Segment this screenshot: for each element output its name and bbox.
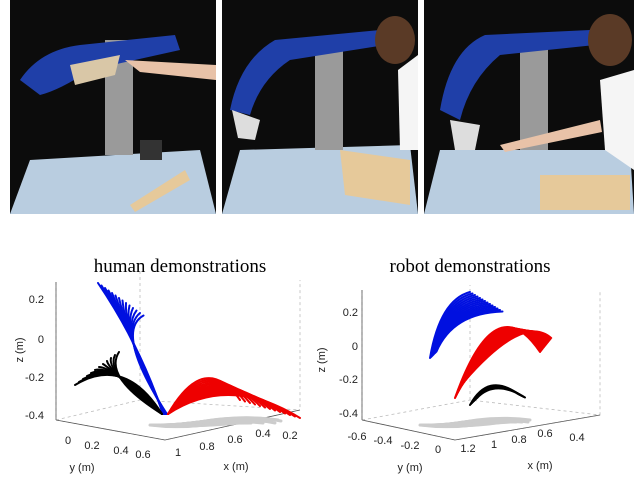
- z-tick-label: 0: [352, 341, 358, 353]
- x-tick-label: 0.6: [227, 434, 242, 446]
- x-tick-label: 0.4: [255, 428, 270, 440]
- axis-label: z (m): [316, 347, 328, 372]
- z-tick-label: -0.4: [339, 408, 358, 420]
- x-tick-label: 0.8: [511, 434, 526, 446]
- plot: robot demonstrations z (m) y (m) x (m) 0.2 0 -…: [316, 256, 600, 474]
- axis-label: z (m): [14, 337, 26, 362]
- y-tick-label: -0.6: [348, 431, 367, 443]
- axis-label: y (m): [397, 462, 422, 474]
- y-tick-label: 0.4: [113, 445, 128, 457]
- y-tick-label: -0.2: [401, 440, 420, 452]
- x-tick-label: 0.2: [282, 430, 297, 442]
- x-tick-label: 1: [491, 439, 497, 451]
- z-tick-label: -0.2: [25, 372, 44, 384]
- x-tick-label: 1.2: [460, 443, 475, 455]
- x-tick-label: 0.6: [537, 428, 552, 440]
- z-tick-label: 0.2: [29, 294, 44, 306]
- y-tick-label: 0.6: [135, 449, 150, 461]
- x-tick-label: 0.8: [199, 441, 214, 453]
- z-tick-label: 0: [38, 334, 44, 346]
- y-tick-label: -0.4: [374, 435, 393, 447]
- z-tick-label: -0.4: [25, 410, 44, 422]
- plot-title: human demonstrations: [94, 256, 267, 277]
- photo: [10, 0, 216, 214]
- grid-box: [56, 270, 300, 440]
- figure: human demonstrations z (m) y (m) x (m) 0.2 0 -…: [0, 0, 638, 481]
- axis: [56, 282, 300, 440]
- trajectory: [98, 283, 163, 414]
- z-tick-label: 0.2: [343, 307, 358, 319]
- y-tick-label: 0: [65, 435, 71, 447]
- z-tick-label: -0.2: [339, 374, 358, 386]
- x-tick-label: 0.4: [569, 432, 584, 444]
- x-tick-label: 1: [175, 447, 181, 459]
- y-tick-label: 0.2: [84, 440, 99, 452]
- photo: [424, 0, 634, 214]
- y-tick-label: 0: [435, 444, 441, 456]
- plot-title: robot demonstrations: [390, 256, 551, 277]
- axis-label: y (m): [69, 462, 94, 474]
- photo: [222, 0, 418, 214]
- axis-label: x (m): [223, 461, 248, 473]
- axis-label: x (m): [527, 460, 552, 472]
- plot: human demonstrations z (m) y (m) x (m) 0.2 0 -…: [14, 256, 300, 474]
